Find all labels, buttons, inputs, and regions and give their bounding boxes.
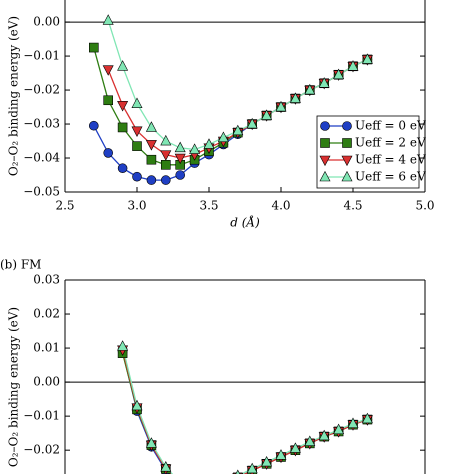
data-point xyxy=(232,124,244,136)
y-tick-label: 0.01 xyxy=(33,341,60,355)
data-point xyxy=(261,109,273,120)
data-point xyxy=(289,92,301,103)
data-point xyxy=(103,148,113,158)
y-tick-label: −0.01 xyxy=(23,49,60,63)
data-point xyxy=(161,175,171,185)
y-tick-label: −0.04 xyxy=(23,151,60,165)
legend-label: Ueff = 2 eV xyxy=(355,136,426,150)
panel-title: (b) FM xyxy=(0,258,41,272)
legend-label: Ueff = 4 eV xyxy=(355,153,426,167)
y-tick-label: 0.00 xyxy=(33,15,60,29)
data-point xyxy=(89,120,99,131)
legend-marker xyxy=(319,170,331,182)
data-point xyxy=(318,77,330,88)
data-point xyxy=(145,140,157,151)
data-point xyxy=(304,83,316,95)
data-point xyxy=(235,469,241,474)
legend-marker xyxy=(341,170,353,182)
data-point xyxy=(246,462,258,474)
legend-box xyxy=(316,115,420,189)
y-tick-label: −0.02 xyxy=(23,443,60,457)
y-axis-label: O₂–O₂ binding energy (eV) xyxy=(7,307,21,467)
data-point xyxy=(89,42,99,53)
data-point xyxy=(217,131,229,142)
data-point xyxy=(117,122,128,133)
data-point xyxy=(160,134,172,146)
data-point xyxy=(117,60,129,71)
data-point xyxy=(347,417,359,428)
data-point xyxy=(347,60,359,71)
legend-marker xyxy=(320,121,330,131)
legend-label: Ueff = 0 eV xyxy=(355,119,426,133)
data-point xyxy=(275,449,287,460)
data-point xyxy=(189,143,201,154)
data-point xyxy=(361,53,373,64)
legend-marker xyxy=(342,138,352,148)
x-axis-label: d (Å) xyxy=(230,215,260,230)
legend: Ueff = 0 eV Ueff = 2 eV Ueff = 4 eV Ueff = … xyxy=(316,115,426,189)
y-tick-label: −0.03 xyxy=(23,117,60,131)
legend-marker xyxy=(320,138,330,148)
data-point xyxy=(333,68,345,80)
data-point xyxy=(146,175,157,185)
x-tick-label: 4.0 xyxy=(271,199,290,213)
legend-marker xyxy=(319,155,331,167)
y-tick-label: −0.05 xyxy=(23,185,60,199)
data-point xyxy=(102,14,114,25)
legend-label: Ueff = 6 eV xyxy=(355,170,426,184)
x-tick-label: 4.5 xyxy=(343,199,362,213)
data-point xyxy=(174,141,186,153)
plot-area xyxy=(117,340,373,474)
y-tick-label: 0.00 xyxy=(33,375,60,389)
y-tick-label: −0.01 xyxy=(23,409,60,423)
data-point xyxy=(103,95,113,106)
legend-marker xyxy=(342,121,352,131)
data-point xyxy=(318,429,330,441)
data-point xyxy=(145,121,157,132)
data-point xyxy=(304,435,316,446)
data-point xyxy=(145,437,157,448)
data-point xyxy=(131,97,143,108)
data-point xyxy=(246,117,258,129)
data-point xyxy=(131,399,143,411)
y-tick-label: −0.02 xyxy=(23,83,60,97)
data-point xyxy=(289,442,301,453)
x-tick-label: 3.5 xyxy=(199,199,218,213)
y-tick-label: 0.03 xyxy=(33,273,60,287)
data-point xyxy=(131,126,143,137)
data-point xyxy=(102,65,114,76)
x-tick-label: 3.0 xyxy=(127,199,146,213)
data-point xyxy=(117,163,128,174)
data-point xyxy=(160,150,172,161)
data-point xyxy=(174,153,186,165)
data-point xyxy=(175,170,185,180)
x-tick-label: 2.5 xyxy=(55,199,74,213)
legend-marker xyxy=(341,155,353,167)
data-point xyxy=(361,412,373,424)
y-axis-label: O₂–O₂ binding energy (eV) xyxy=(7,16,21,176)
data-point xyxy=(203,138,215,149)
data-point xyxy=(117,340,129,351)
data-point xyxy=(132,171,142,182)
series-line xyxy=(121,346,368,474)
data-point xyxy=(132,141,142,151)
plot-area xyxy=(89,14,373,185)
data-point xyxy=(117,101,129,112)
data-point xyxy=(160,461,172,472)
data-point xyxy=(261,455,273,467)
data-point xyxy=(333,423,345,435)
data-point xyxy=(146,154,157,165)
data-point xyxy=(161,160,171,170)
data-point xyxy=(275,100,287,112)
y-tick-label: 0.02 xyxy=(33,307,60,321)
x-tick-label: 5.0 xyxy=(415,199,434,213)
